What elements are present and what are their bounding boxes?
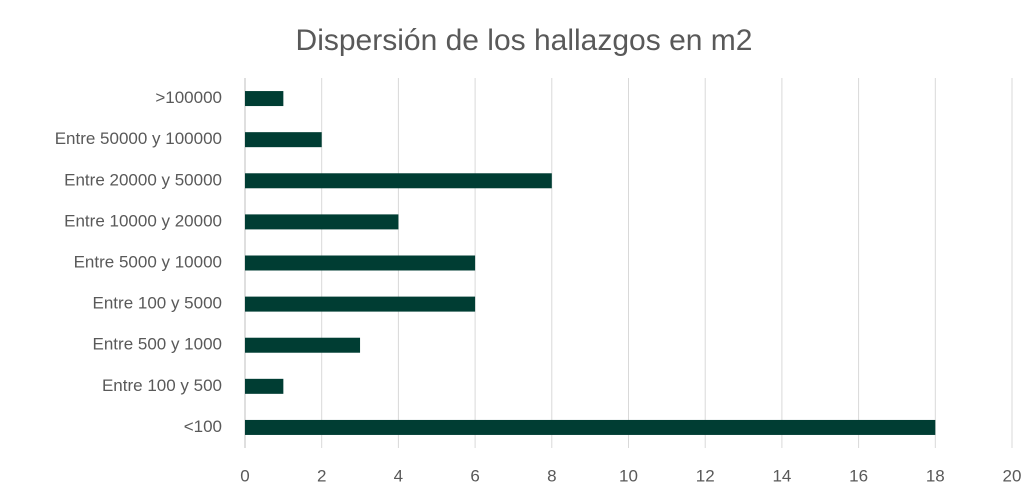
bar <box>245 419 936 435</box>
x-tick-label: 20 <box>1003 466 1022 485</box>
x-tick-label: 16 <box>849 466 868 485</box>
y-tick-label: Entre 100 y 5000 <box>93 294 222 313</box>
bar <box>245 296 476 312</box>
y-tick-label: Entre 50000 y 100000 <box>55 129 222 148</box>
y-tick-label: Entre 20000 y 50000 <box>64 170 222 189</box>
x-tick-label: 8 <box>547 466 556 485</box>
y-tick-label: <100 <box>184 417 222 436</box>
x-tick-label: 2 <box>317 466 326 485</box>
chart-title: Dispersión de los hallazgos en m2 <box>296 24 753 57</box>
y-tick-label: >100000 <box>155 88 222 107</box>
bar <box>245 173 552 189</box>
x-tick-label: 10 <box>619 466 638 485</box>
bar <box>245 337 361 353</box>
y-tick-label: Entre 10000 y 20000 <box>64 211 222 230</box>
x-tick-label: 4 <box>394 466 403 485</box>
x-tick-label: 18 <box>926 466 945 485</box>
bar <box>245 255 476 271</box>
x-tick-label: 0 <box>240 466 249 485</box>
y-tick-label: Entre 500 y 1000 <box>93 335 222 354</box>
y-tick-label: Entre 100 y 500 <box>102 376 222 395</box>
bar <box>245 132 322 148</box>
x-tick-label: 14 <box>772 466 791 485</box>
y-tick-label: Entre 5000 y 10000 <box>74 252 222 271</box>
x-tick-label: 6 <box>470 466 479 485</box>
bar <box>245 91 284 107</box>
bar <box>245 214 399 230</box>
x-tick-label: 12 <box>696 466 715 485</box>
bar <box>245 378 284 394</box>
